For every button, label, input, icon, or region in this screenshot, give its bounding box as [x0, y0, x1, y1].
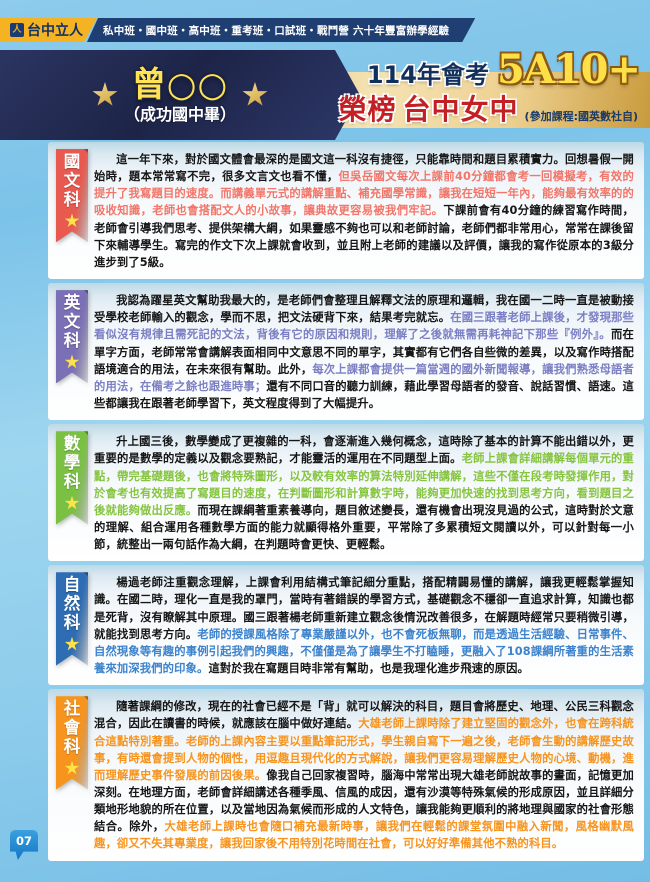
subject-tab-label-char: 科	[63, 471, 81, 491]
brand-logo[interactable]: 人 台中立人	[0, 18, 97, 42]
result-school: 台中女中	[402, 93, 519, 126]
subject-section-english: 英文科我認為躍星英文幫助我最大的，是老師們會整理且解釋文法的原理和邏輯，我在國一…	[0, 283, 650, 421]
subject-tab-label-char: 學	[63, 452, 81, 472]
brand-name: 台中立人	[27, 23, 83, 39]
subject-panel-math: 升上國三後，數學變成了更複雜的一科，會逐漸進入幾何概念，這時除了基本的計算不能出…	[48, 424, 644, 562]
yellow-star-icon	[65, 637, 80, 652]
body-text: 像我自己回家複習時，腦海中常常出現大雄老師說故事的畫面，記憶更加深刻。在地理方面…	[94, 768, 634, 834]
subject-testimonial-english: 我認為躍星英文幫助我最大的，是老師們會整理且解釋文法的原理和邏輯，我在國一二時一…	[94, 292, 634, 412]
student-banner: 曾○○ （成功國中畢）	[0, 50, 360, 140]
body-text: 這對於我在寫題目時非常有幫助，也是我理化進步飛速的原因。	[208, 662, 529, 676]
subject-tab-body: 英文科	[56, 290, 88, 383]
ribbon-fold-icon	[79, 285, 88, 294]
brand-bar: 人 台中立人 私中班・國中班・高中班・重考班・口試班・戰鬥營 六十年豐富辦學經驗	[0, 18, 475, 42]
gold-star-icon	[92, 82, 118, 106]
yellow-star-icon	[65, 354, 80, 369]
subject-tab-label-char: 文	[63, 311, 81, 331]
subject-sections: 國文科這一年下來，對於國文體會最深的是國文這一科沒有捷徑，只能靠時間和題目累積實…	[0, 142, 650, 865]
student-school: （成功國中畢）	[123, 104, 236, 124]
subject-panel-social: 隨著課綱的修改，現在的社會已經不是「背」就可以解決的科目，題目會將歷史、地理、公…	[48, 689, 644, 861]
result-headline: 榮榜 台中女中 (參加課程:國英數社自)	[339, 88, 638, 128]
subject-tab-label-char: 自	[63, 575, 81, 595]
subject-tab-body: 自然科	[56, 572, 88, 665]
subject-testimonial-science: 楊過老師注重觀念理解，上課會利用結構式筆記細分重點，搭配精闢易懂的講解，讓我更輕…	[94, 574, 634, 677]
subject-panel-science: 楊過老師注重觀念理解，上課會利用結構式筆記細分重點，搭配精闢易懂的講解，讓我更輕…	[48, 565, 644, 686]
body-text: 下課前會有40分鐘的練習寫作時間，老師會引導我們思考、提供架構大綱，如果靈感不夠…	[94, 204, 634, 269]
subject-tab-label-char: 科	[63, 330, 81, 350]
subject-tab-math[interactable]: 數學科	[56, 426, 88, 524]
result-label: 榮榜	[338, 93, 397, 126]
subject-section-math: 數學科升上國三後，數學變成了更複雜的一科，會逐漸進入幾何概念，這時除了基本的計算…	[0, 424, 650, 562]
body-text: 而在單字方面，老師常常會講解表面相同中文意思不同的單字，其實都有它們各自些微的差…	[94, 328, 634, 376]
body-text: 隨著課綱的修改，現在的社會已經不是「背」就可以解決的科目，題目會將歷史、地理、公…	[94, 700, 634, 731]
gold-star-icon	[242, 82, 268, 106]
subject-tab-label-char: 數	[63, 434, 81, 454]
subject-tab-label-char: 國	[63, 152, 81, 171]
exam-year: 114年會考	[366, 61, 489, 89]
subject-panel-chinese: 這一年下來，對於國文體會最深的是國文這一科沒有捷徑，只能靠時間和題目累積實力。回…	[48, 142, 644, 280]
ribbon-fold-icon	[79, 426, 88, 435]
highlighted-text: 在國三跟著老師上課後，才發現那些看似沒有規律且需死記的文法，背後有它的原因和規則…	[94, 311, 635, 342]
subject-tab-science[interactable]: 自然科	[56, 567, 88, 665]
body-text: 升上國三後，數學變成了更複雜的一科，會逐漸進入幾何概念，這時除了基本的計算不能出…	[94, 435, 634, 466]
subject-section-chinese: 國文科這一年下來，對於國文體會最深的是國文這一科沒有捷徑，只能靠時間和題目累積實…	[0, 142, 650, 280]
subject-tab-label-char: 文	[63, 170, 81, 190]
brand-tagline: 私中班・國中班・高中班・重考班・口試班・戰鬥營 六十年豐富辦學經驗	[87, 18, 475, 42]
ribbon-fold-icon	[79, 567, 88, 576]
course-note: (參加課程:國英數社自)	[524, 110, 638, 123]
student-name: 曾○○	[131, 64, 229, 105]
subject-tab-english[interactable]: 英文科	[56, 285, 88, 383]
subject-tab-body: 國文科	[56, 149, 88, 242]
yellow-star-icon	[65, 496, 80, 511]
subject-section-science: 自然科楊過老師注重觀念理解，上課會利用結構式筆記細分重點，搭配精闢易懂的講解，讓…	[0, 565, 650, 686]
exam-headline: 114年會考 5A10+	[366, 46, 641, 93]
subject-testimonial-social: 隨著課綱的修改，現在的社會已經不是「背」就可以解決的科目，題目會將歷史、地理、公…	[94, 698, 634, 852]
highlighted-text: 大雄老師上課時也會隨口補充最新時事，讓我們在輕鬆的課堂氛圍中融入新聞，風格幽默風…	[94, 820, 634, 851]
body-text: 還有不同口音的聽力訓練，藉此學習母語者的發音、說話習慣、語速。這些都讓我在跟著老…	[94, 379, 634, 411]
page-number: 07	[15, 834, 32, 848]
subject-section-social: 社會科隨著課綱的修改，現在的社會已經不是「背」就可以解決的科目，題目會將歷史、地…	[0, 689, 650, 861]
subject-tab-label-char: 科	[63, 612, 81, 632]
hero-banner: 曾○○ （成功國中畢） 114年會考 5A10+ 榮榜 台中女中 (參加課程:國…	[0, 46, 650, 140]
subject-tab-label-char: 社	[63, 699, 81, 719]
body-text: 這一年下來，對於國文體會最深的是國文這一科沒有捷徑，只能靠時間和題目累積實力。回…	[94, 153, 634, 184]
person-pillar-icon: 人	[10, 23, 24, 37]
ribbon-fold-icon	[79, 691, 88, 700]
body-text: 而現在課綱著重素養導向，題目敘述變長，還有機會出現沒見過的公式，這時對於文意的理…	[94, 503, 634, 552]
subject-tab-body: 社會科	[56, 696, 88, 789]
highlighted-text: 每次上課都會提供一篇當週的國外新聞報導，讓我們熟悉母語者的用法，在備考之餘也跟進…	[94, 362, 634, 393]
subject-tab-social[interactable]: 社會科	[56, 691, 88, 789]
body-text: 楊過老師注重觀念理解，上課會利用結構式筆記細分重點，搭配精闢易懂的講解，讓我更輕…	[94, 576, 634, 641]
yellow-star-icon	[65, 213, 80, 228]
subject-testimonial-math: 升上國三後，數學變成了更複雜的一科，會逐漸進入幾何概念，這時除了基本的計算不能出…	[94, 433, 634, 553]
subject-tab-body: 數學科	[56, 431, 88, 524]
subject-testimonial-chinese: 這一年下來，對於國文體會最深的是國文這一科沒有捷徑，只能靠時間和題目累積實力。回…	[94, 151, 634, 271]
highlighted-text: 老師的授課風格除了專業嚴謹以外，也不會死板無聊，而是透過生活經驗、日常事件、自然…	[94, 627, 634, 676]
subject-tab-label-char: 然	[63, 594, 81, 614]
ribbon-fold-icon	[79, 144, 88, 153]
highlighted-text: 老師上課會詳細講解每個單元的重點，帶完基礎題後，也會將特殊圖形，以及較有效率的算…	[94, 452, 634, 517]
subject-tab-label-char: 英	[63, 293, 81, 313]
subject-panel-english: 我認為躍星英文幫助我最大的，是老師們會整理且解釋文法的原理和邏輯，我在國一二時一…	[48, 283, 644, 421]
highlighted-text: 大雄老師上課時除了建立堅固的觀念外，也會在跨科統合這點特別著重。老師的上課內容主…	[94, 717, 635, 782]
exam-score: 5A10+	[496, 46, 641, 93]
highlighted-text: 但吳岳國文每次上課前40分鐘都會考一回模擬考，有效的提升了我寫題目的速度。而講義…	[94, 170, 635, 218]
subject-tab-label-char: 科	[63, 736, 81, 756]
subject-tab-chinese[interactable]: 國文科	[56, 144, 88, 242]
subject-tab-label-char: 會	[63, 718, 81, 738]
subject-tab-label-char: 科	[63, 189, 81, 209]
yellow-star-icon	[65, 761, 80, 776]
body-text: 我認為躍星英文幫助我最大的，是老師們會整理且解釋文法的原理和邏輯，我在國一二時一…	[94, 294, 634, 325]
